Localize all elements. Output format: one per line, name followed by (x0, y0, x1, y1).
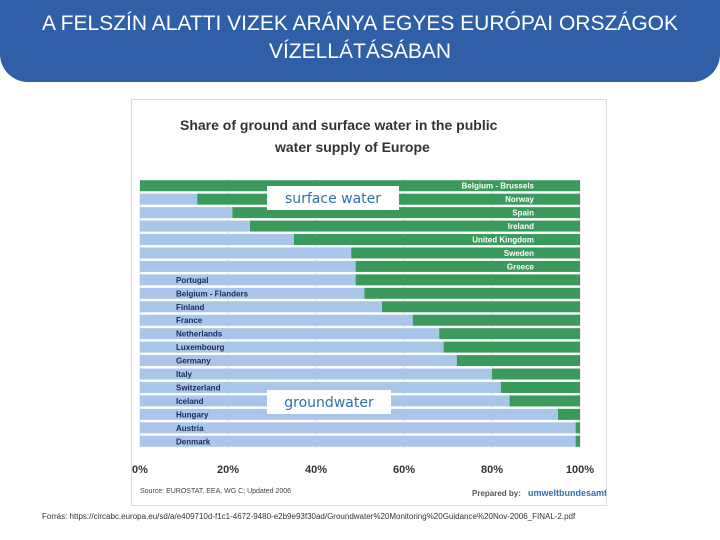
source-caption: Forrás: https://circabc.europa.eu/sd/a/e… (42, 512, 576, 521)
bar-groundwater (140, 301, 382, 313)
bar-surface-water (364, 287, 580, 299)
bar-surface-water (500, 381, 580, 393)
category-label: Ireland (508, 222, 534, 231)
category-label: Hungary (176, 410, 209, 419)
bar-surface-water (355, 274, 580, 286)
category-label: Portugal (176, 276, 208, 285)
chart-title-line-1: Share of ground and surface water in the… (180, 117, 498, 133)
bar-surface-water (558, 408, 580, 420)
category-label: Sweden (504, 249, 534, 258)
bar-surface-water (232, 207, 580, 219)
bar-groundwater (140, 274, 356, 286)
groundwater-label: groundwater (284, 395, 374, 411)
bar-surface-water (250, 220, 580, 232)
bar-surface-water (492, 368, 580, 380)
x-tick-label: 60% (393, 464, 415, 476)
category-label: Norway (505, 195, 534, 204)
x-tick-label: 40% (305, 464, 327, 476)
bar-groundwater (140, 193, 198, 205)
category-label: Belgium - Brussels (462, 182, 535, 191)
bar-groundwater (140, 287, 365, 299)
chart-title-line-2: water supply of Europe (274, 139, 430, 155)
bar-groundwater (140, 260, 356, 272)
surface-water-label-box (267, 186, 399, 210)
chart-svg: Share of ground and surface water in the… (132, 117, 606, 498)
bar-groundwater (140, 328, 440, 340)
bar-groundwater (140, 341, 444, 353)
bar-groundwater (140, 207, 233, 219)
bar-surface-water (439, 328, 580, 340)
bar-groundwater (140, 234, 294, 246)
bar-groundwater (140, 220, 250, 232)
bar-surface-water (443, 341, 580, 353)
slide-title: A FELSZÍN ALATTI VIZEK ARÁNYA EGYES EURÓ… (41, 12, 678, 63)
category-label: Greece (507, 262, 535, 271)
prepared-by-org: umweltbundesamt (528, 488, 606, 498)
bar-groundwater (140, 435, 576, 447)
category-label: Belgium - Flanders (176, 289, 249, 298)
category-label: United Kingdom (472, 236, 534, 245)
bar-surface-water (412, 314, 580, 326)
bar-surface-water (351, 247, 580, 259)
bar-groundwater (140, 314, 413, 326)
bar-surface-water (382, 301, 580, 313)
x-tick-label: 80% (481, 464, 503, 476)
category-label: Austria (176, 424, 204, 433)
bar-groundwater (140, 422, 576, 434)
bar-surface-water (140, 180, 580, 192)
category-label: Italy (176, 370, 193, 379)
chart-figure: Share of ground and surface water in the… (131, 99, 607, 506)
category-label: Iceland (176, 397, 204, 406)
category-label: Netherlands (176, 330, 223, 339)
category-label: France (176, 316, 203, 325)
category-label: Finland (176, 303, 205, 312)
bar-surface-water (575, 435, 580, 447)
bar-groundwater (140, 381, 501, 393)
category-label: Germany (176, 357, 211, 366)
bar-groundwater (140, 368, 492, 380)
bar-groundwater (140, 355, 457, 367)
bar-groundwater (140, 247, 352, 259)
x-tick-label: 100% (566, 464, 594, 476)
title-band (0, 0, 720, 82)
prepared-by-label: Prepared by: (472, 489, 521, 498)
bar-surface-water (509, 395, 580, 407)
category-label: Denmark (176, 437, 211, 446)
x-tick-label: 20% (217, 464, 239, 476)
surface-water-label: surface water (285, 191, 381, 207)
bar-surface-water (575, 422, 580, 434)
x-tick-label: 0% (132, 464, 148, 476)
category-label: Switzerland (176, 383, 221, 392)
category-label: Luxembourg (176, 343, 225, 352)
bar-surface-water (355, 260, 580, 272)
category-label: Spain (512, 209, 534, 218)
bar-surface-water (456, 355, 580, 367)
groundwater-label-box (267, 390, 391, 414)
chart-source: Source: EUROSTAT, EEA, WG C; Updated 200… (140, 488, 291, 495)
bar-surface-water (294, 234, 580, 246)
bar-groundwater (140, 408, 558, 420)
